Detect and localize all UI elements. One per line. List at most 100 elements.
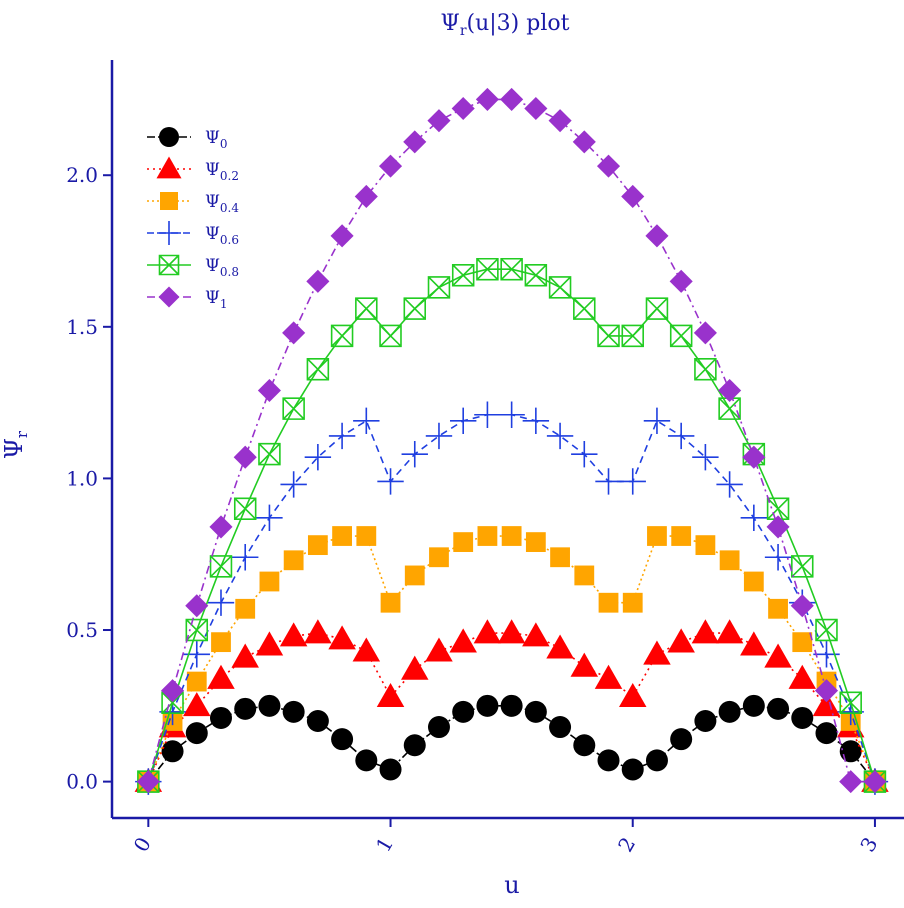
series-line: [147, 705, 876, 783]
data-point: [573, 297, 596, 320]
data-point: [186, 671, 207, 692]
data-point: [427, 276, 451, 299]
data-point: [766, 497, 790, 520]
x-tick-label: 0: [129, 833, 156, 856]
data-point: [328, 422, 356, 450]
data-point: [207, 664, 235, 689]
data-point: [839, 691, 862, 715]
data-point: [280, 471, 307, 498]
legend-marker: [156, 156, 182, 179]
legend-marker: [159, 127, 179, 147]
legend-entry: Ψ1: [147, 286, 228, 311]
axes: 0.0 0.5 1.0 1.5 2.0 0 1 2 3: [66, 60, 904, 856]
data-point: [304, 443, 332, 471]
data-point: [185, 594, 209, 618]
data-point: [695, 535, 716, 556]
data-point: [304, 619, 332, 644]
data-point: [740, 504, 768, 532]
data-point: [570, 652, 599, 677]
data-point: [376, 682, 405, 708]
data-point: [355, 749, 378, 772]
data-point: [379, 758, 402, 781]
legend-label: Ψ0.8: [205, 256, 239, 279]
data-point: [453, 532, 474, 552]
data-point: [259, 571, 280, 592]
data-point: [764, 544, 792, 571]
data-point: [522, 407, 550, 435]
data-point: [863, 770, 887, 794]
data-point: [768, 598, 788, 619]
data-point: [671, 526, 692, 546]
data-point: [692, 443, 719, 471]
data-point: [767, 697, 790, 720]
data-point: [425, 637, 453, 662]
x-tick-label: 3: [855, 833, 882, 856]
data-point: [643, 640, 671, 665]
data-point: [279, 622, 308, 647]
data-point: [328, 625, 356, 650]
data-point: [791, 706, 814, 729]
data-point: [497, 619, 526, 644]
legend-label: Ψ0: [205, 128, 228, 151]
data-point: [694, 358, 717, 381]
data-point: [378, 154, 403, 178]
x-tick-label: 1: [371, 833, 398, 856]
data-point: [669, 324, 693, 348]
data-point: [718, 700, 741, 723]
data-point: [451, 264, 475, 287]
data-point: [403, 734, 426, 757]
data-point: [477, 526, 498, 546]
data-point: [621, 184, 645, 208]
data-point: [691, 619, 720, 644]
data-point: [572, 130, 596, 154]
data-point: [645, 224, 669, 248]
data-point: [161, 679, 185, 703]
x-tick-label: 2: [613, 833, 640, 856]
data-point: [232, 544, 259, 571]
data-point: [598, 592, 619, 613]
legend-marker: [157, 221, 181, 245]
data-point: [306, 358, 330, 381]
data-point: [379, 324, 402, 348]
data-point: [815, 618, 838, 642]
data-point: [498, 401, 525, 428]
data-point: [812, 692, 841, 717]
data-point: [403, 297, 427, 320]
data-point: [596, 154, 621, 178]
series-line: [147, 98, 875, 783]
data-point: [622, 592, 643, 613]
legend-entry: Ψ0.2: [147, 156, 239, 183]
data-point: [594, 664, 623, 689]
data-point: [235, 598, 256, 619]
data-point: [597, 749, 620, 772]
data-point: [522, 622, 550, 647]
data-point: [550, 547, 570, 568]
data-point: [330, 324, 354, 348]
data-point: [234, 697, 257, 720]
data-point: [451, 96, 475, 121]
data-point: [546, 634, 574, 659]
data-point: [380, 592, 401, 613]
data-point: [353, 407, 380, 435]
data-point: [425, 422, 453, 450]
data-point: [500, 694, 523, 717]
legend-marker: [158, 286, 180, 308]
data-point: [814, 679, 839, 703]
data-point: [209, 515, 233, 539]
data-point: [377, 468, 404, 495]
series-layer: [134, 87, 889, 795]
data-point: [161, 740, 184, 763]
data-point: [449, 628, 477, 653]
data-point: [670, 728, 693, 751]
data-point: [574, 565, 595, 586]
data-point: [525, 532, 546, 552]
data-point: [693, 321, 717, 345]
data-point: [647, 526, 667, 546]
data-point: [207, 589, 235, 616]
data-point: [185, 618, 209, 642]
data-point: [429, 547, 449, 568]
series-line: [147, 413, 876, 782]
data-point: [474, 401, 501, 428]
data-point: [524, 96, 548, 121]
data-point: [669, 269, 693, 293]
